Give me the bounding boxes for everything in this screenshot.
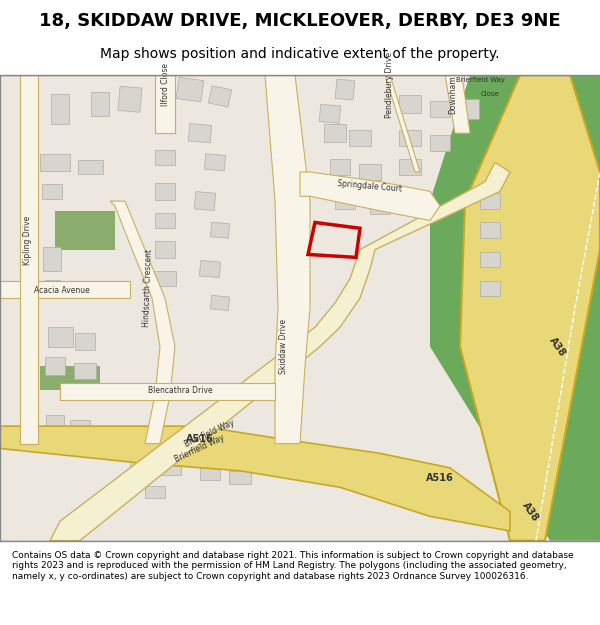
Bar [70, 421, 90, 437]
Polygon shape [110, 201, 175, 444]
Polygon shape [370, 75, 420, 172]
Bar [194, 192, 216, 211]
Bar [111, 481, 129, 493]
Polygon shape [460, 75, 600, 541]
Bar [44, 279, 59, 297]
Bar [74, 363, 96, 379]
Polygon shape [155, 75, 175, 133]
Bar [43, 247, 61, 271]
Text: Brierfield Way: Brierfield Way [173, 433, 226, 464]
Bar [199, 261, 221, 278]
Text: Close: Close [481, 91, 499, 98]
Bar [130, 456, 150, 470]
Text: Map shows position and indicative extent of the property.: Map shows position and indicative extent… [100, 47, 500, 61]
Bar [47, 328, 73, 347]
Polygon shape [40, 366, 100, 390]
Bar [176, 78, 204, 102]
Polygon shape [20, 75, 38, 444]
Text: Brierfield Way: Brierfield Way [455, 77, 505, 83]
Bar [324, 124, 346, 142]
Text: Pendlebury Drive: Pendlebury Drive [386, 52, 395, 118]
Bar [154, 271, 176, 286]
Bar [229, 471, 251, 484]
Bar [208, 86, 232, 107]
Text: Hindscarth Crescent: Hindscarth Crescent [142, 249, 154, 328]
Bar [155, 241, 175, 258]
Bar [330, 159, 350, 175]
Polygon shape [0, 426, 510, 531]
Bar [359, 164, 381, 180]
Polygon shape [430, 75, 600, 541]
Bar [399, 159, 421, 175]
Bar [75, 333, 95, 351]
Bar [461, 99, 479, 119]
Bar [480, 222, 500, 238]
Bar [155, 150, 175, 165]
Bar [399, 96, 421, 113]
Text: A516: A516 [186, 434, 214, 444]
Polygon shape [0, 281, 130, 298]
Text: A38: A38 [547, 335, 567, 358]
Text: Contains OS data © Crown copyright and database right 2021. This information is : Contains OS data © Crown copyright and d… [12, 551, 574, 581]
Text: Kipling Drive: Kipling Drive [23, 215, 32, 264]
Bar [51, 94, 69, 124]
Polygon shape [300, 172, 440, 221]
Bar [155, 115, 175, 132]
Bar [200, 466, 220, 479]
Bar [480, 281, 500, 296]
Bar [480, 251, 500, 267]
Bar [211, 222, 230, 238]
Text: 18, SKIDDAW DRIVE, MICKLEOVER, DERBY, DE3 9NE: 18, SKIDDAW DRIVE, MICKLEOVER, DERBY, DE… [39, 12, 561, 30]
Bar [370, 198, 390, 214]
Text: Springdale Court: Springdale Court [337, 179, 403, 194]
Bar [205, 154, 226, 171]
Text: Blencathra Drive: Blencathra Drive [148, 386, 212, 395]
Polygon shape [445, 75, 470, 133]
Text: Acacia Avenue: Acacia Avenue [34, 286, 90, 295]
Bar [399, 130, 421, 146]
Bar [188, 124, 212, 143]
Bar [42, 184, 62, 199]
Bar [430, 135, 450, 151]
Polygon shape [50, 162, 510, 541]
Polygon shape [55, 211, 115, 249]
Text: Brierfield Way: Brierfield Way [184, 419, 236, 449]
Bar [349, 130, 371, 146]
Polygon shape [60, 384, 275, 400]
Bar [40, 154, 70, 171]
Text: A516: A516 [426, 472, 454, 482]
Bar [335, 193, 355, 209]
Bar [155, 182, 175, 200]
Bar [159, 461, 181, 474]
Text: Downham: Downham [449, 75, 458, 114]
Bar [77, 160, 103, 174]
Bar [211, 296, 230, 311]
Bar [45, 357, 65, 375]
Bar [46, 414, 64, 434]
Text: Skiddaw Drive: Skiddaw Drive [278, 319, 287, 374]
Bar [335, 79, 355, 100]
Bar [430, 101, 450, 117]
Text: Ilford Close: Ilford Close [161, 63, 170, 106]
Bar [145, 486, 165, 498]
Bar [91, 92, 109, 116]
Bar [480, 193, 500, 209]
Bar [118, 86, 142, 112]
Bar [319, 104, 341, 123]
Bar [155, 213, 175, 228]
Text: A38: A38 [520, 500, 540, 523]
Polygon shape [265, 75, 310, 444]
